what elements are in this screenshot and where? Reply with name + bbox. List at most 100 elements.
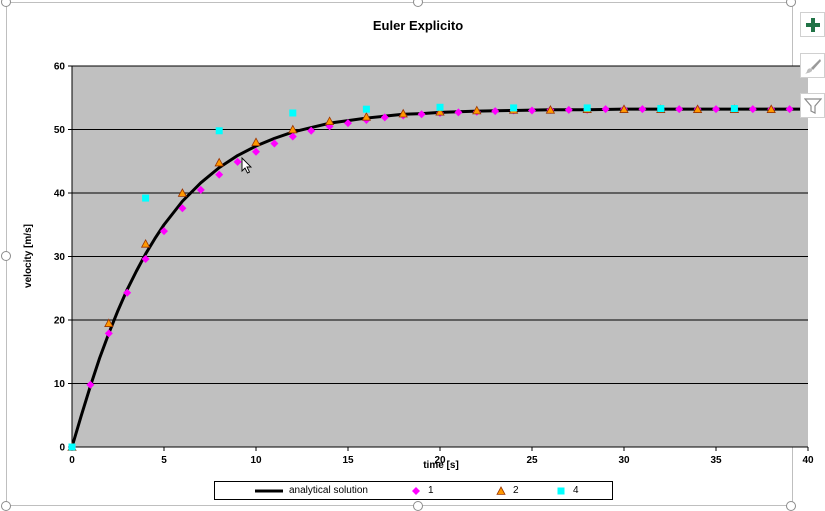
plus-icon [805, 17, 820, 32]
chart-elements-button[interactable] [800, 12, 825, 37]
data-point [564, 105, 573, 114]
legend-marker [557, 487, 565, 494]
legend-label: 2 [513, 485, 519, 496]
legend-swatch [255, 489, 283, 492]
legend-marker [496, 485, 506, 495]
x-tick-label: 15 [342, 455, 354, 466]
legend[interactable]: analytical solution 1 2 4 [214, 481, 613, 500]
x-tick-label: 30 [618, 455, 630, 466]
data-point [68, 443, 76, 451]
x-tick-label: 10 [250, 455, 262, 466]
resize-handle-left[interactable] [1, 251, 11, 261]
legend-marker [412, 486, 420, 495]
data-point [251, 137, 261, 146]
funnel-icon [803, 97, 822, 114]
legend-item-1[interactable]: analytical solution [255, 482, 368, 499]
brush-icon [804, 58, 821, 74]
data-point [324, 116, 335, 126]
data-point [748, 105, 757, 114]
chart-title: Euler Explicito [373, 18, 463, 33]
data-point [86, 380, 95, 389]
chart-styles-button[interactable] [800, 53, 825, 78]
data-point [270, 139, 279, 148]
legend-swatch [412, 486, 420, 495]
mouse-cursor-icon [241, 156, 253, 174]
data-point [583, 104, 591, 112]
data-point [619, 104, 629, 113]
data-point [528, 106, 536, 115]
data-point [344, 119, 352, 128]
resize-handle-top-right[interactable] [786, 0, 796, 7]
y-tick-label: 10 [54, 379, 66, 390]
series-layer [67, 103, 808, 451]
y-tick-label: 40 [54, 189, 66, 200]
series-4 [68, 103, 738, 451]
data-point [417, 110, 426, 119]
data-point [288, 132, 297, 141]
data-point [435, 106, 445, 116]
data-point [454, 108, 463, 117]
data-point [141, 255, 150, 264]
data-point [215, 170, 224, 179]
data-point [785, 105, 794, 114]
data-point [692, 104, 703, 113]
data-point [510, 104, 518, 112]
data-point [472, 105, 482, 115]
data-point [307, 126, 316, 135]
data-point [730, 105, 738, 113]
data-point [288, 124, 298, 134]
y-tick-label: 20 [54, 316, 66, 327]
legend-swatch [557, 487, 565, 494]
data-point [123, 288, 132, 297]
data-point [712, 105, 720, 114]
x-tick-label: 40 [802, 455, 814, 466]
data-point [361, 111, 372, 121]
data-point [380, 113, 389, 122]
data-point [160, 227, 168, 236]
data-point [214, 157, 224, 167]
data-point [675, 105, 684, 114]
chart-filters-button[interactable] [800, 93, 825, 118]
data-point [104, 329, 113, 338]
data-point [657, 105, 665, 113]
data-point [233, 157, 242, 166]
data-point [398, 108, 408, 118]
legend-swatch [496, 485, 506, 495]
axes: 0 10 20 30 40 50 60 0 5 10 15 20 25 30 35 40 [54, 62, 814, 467]
x-tick-label: 35 [710, 455, 722, 466]
data-point [196, 185, 205, 194]
data-point [545, 104, 556, 114]
data-point [104, 318, 114, 327]
data-point [638, 105, 647, 114]
data-point [436, 103, 444, 111]
y-axis-title: velocity [m/s] [23, 224, 34, 288]
legend-item-4[interactable]: 4 [555, 482, 579, 499]
resize-handle-top[interactable] [413, 0, 423, 7]
data-point [766, 104, 776, 113]
legend-item-3[interactable]: 2 [495, 482, 519, 499]
y-tick-label: 0 [59, 443, 65, 454]
x-axis-title: time [s] [423, 460, 459, 471]
x-tick-label: 5 [161, 455, 167, 466]
data-point [289, 109, 297, 117]
data-point [601, 105, 610, 114]
data-point [177, 188, 188, 197]
y-tick-label: 60 [54, 62, 66, 73]
y-tick-label: 30 [54, 252, 66, 263]
y-tick-label: 50 [54, 125, 66, 136]
resize-handle-top-left[interactable] [1, 0, 11, 7]
legend-item-2[interactable]: 1 [410, 482, 434, 499]
data-point [491, 107, 500, 116]
data-point [140, 238, 151, 248]
x-tick-label: 25 [526, 455, 538, 466]
x-tick-label: 0 [69, 455, 75, 466]
data-point [215, 127, 223, 135]
legend-label: 1 [428, 485, 434, 496]
data-point [178, 204, 187, 213]
data-point [142, 194, 150, 202]
legend-label: 4 [573, 485, 579, 496]
legend-label: analytical solution [289, 485, 368, 496]
x-tick-label: 20 [434, 455, 446, 466]
data-point [362, 105, 370, 113]
